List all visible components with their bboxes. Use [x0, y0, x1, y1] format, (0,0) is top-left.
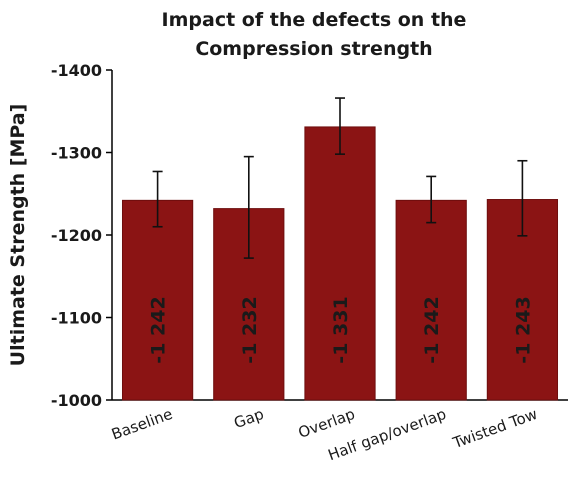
y-tick-label: -1000 [51, 391, 102, 410]
data-label: -1 331 [330, 296, 352, 363]
plot-area: -1400 -1300 -1200 -1100 -1000 -1 242 Baseline -… [51, 61, 568, 464]
y-tick-label: -1400 [51, 61, 102, 80]
bar-baseline [121, 199, 194, 401]
chart-title-line-2: Compression strength [195, 38, 432, 60]
y-tick-label: -1100 [51, 309, 102, 328]
y-axis-label: Ultimate Strength [MPa] [7, 104, 29, 367]
y-tick-label: -1200 [51, 226, 102, 245]
x-tick-label: Gap [231, 405, 266, 432]
chart-title-line-1: Impact of the defects on the [162, 9, 467, 31]
bar-overlap [304, 126, 376, 401]
x-tick-label: Baseline [109, 405, 175, 444]
data-label: -1 243 [512, 296, 534, 363]
data-label: -1 242 [148, 296, 170, 363]
data-label: -1 232 [239, 296, 261, 363]
bar-half-gap-overlap [395, 199, 467, 401]
data-label: -1 242 [421, 296, 443, 363]
x-tick-label: Overlap [296, 405, 358, 442]
x-tick-label: Twisted Tow [450, 405, 540, 452]
y-tick-label: -1300 [51, 144, 102, 163]
